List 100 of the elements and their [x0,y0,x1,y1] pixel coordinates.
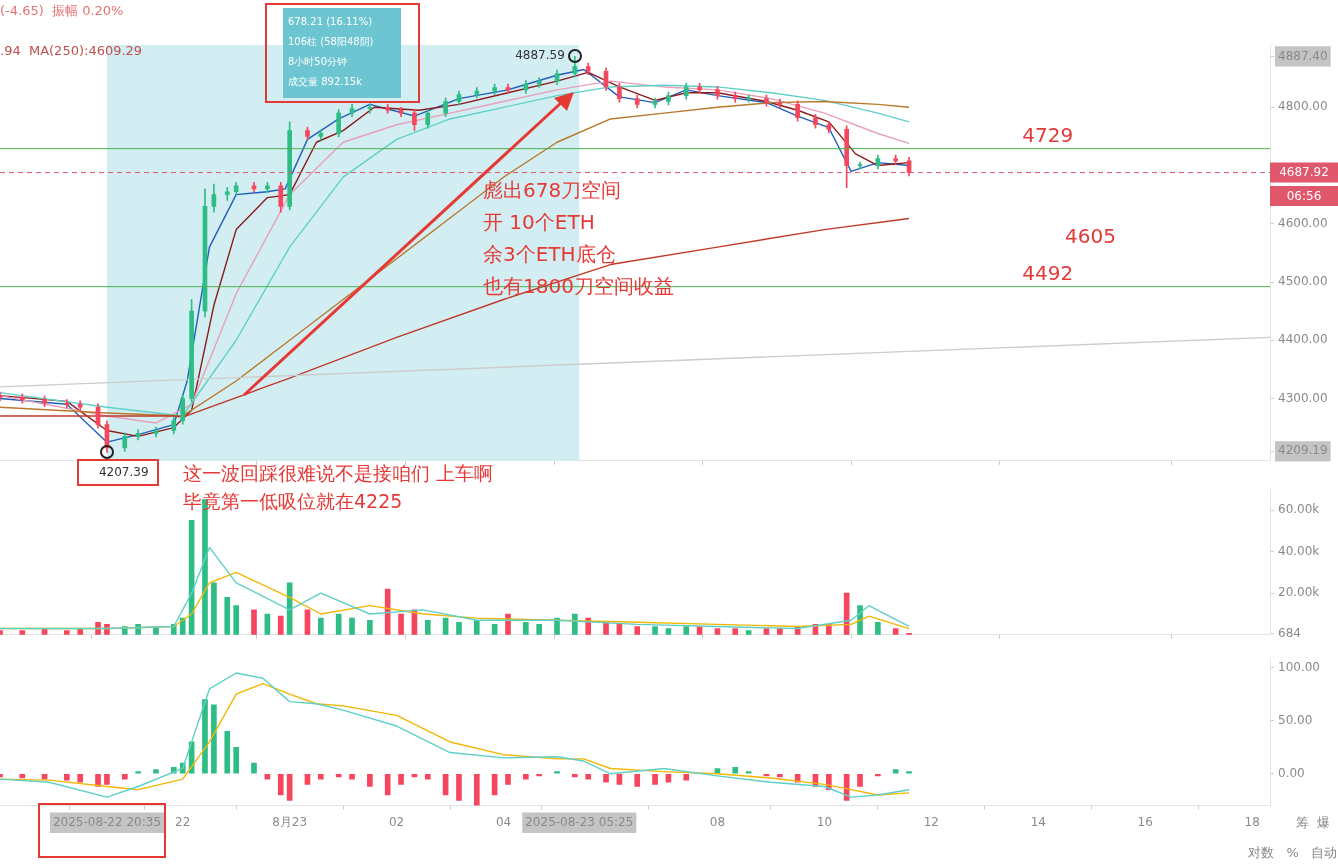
bar [251,762,257,774]
candlestick [367,103,373,114]
y-tick-label: 4887.40 [1278,48,1328,63]
y-tick-label: 4500.00 [1278,274,1328,289]
bar [473,619,480,635]
bar [233,605,240,635]
text: 筹 爆 [1296,814,1331,832]
bar [473,773,480,806]
bar [554,617,560,635]
bar [732,628,739,635]
bar [505,773,511,785]
bar [892,769,899,774]
x-tick-label: 22 [175,814,191,829]
y-tick-label: 100.00 [1278,659,1320,674]
bar [634,626,641,635]
x-tick-label: 08 [709,814,726,829]
bar [277,615,284,635]
y-tick-label: 0.00 [1278,765,1305,780]
bar [95,773,101,787]
y-tick-label: 40.00k [1278,543,1320,558]
bar [179,617,186,635]
bar [536,624,543,635]
bar [398,773,404,785]
bar [745,771,752,774]
bar [424,773,431,780]
x-tick-label: 02 [388,814,405,829]
x-tick-label: 14 [1030,814,1046,829]
bar [857,773,863,787]
bar [683,773,690,781]
bar [224,597,231,635]
bar [875,621,881,635]
bar [384,588,391,635]
x-tick-label: 2025-08-23 05:25 [525,814,634,829]
bar [384,773,391,796]
bar [572,613,578,635]
bar [211,582,217,635]
bar [523,773,529,780]
y-tick-label: 4300.00 [1278,390,1328,405]
bar [135,771,141,774]
ref-line-label: 4492 [1022,260,1074,285]
bar [652,773,658,785]
bar [875,773,881,777]
bar [523,621,529,635]
text: 06:56 [1270,186,1338,206]
bar [304,773,311,785]
annotation: 4887.59 [515,47,565,65]
y-tick-label: 50.00 [1278,712,1313,727]
bar [367,619,373,635]
x-tick-label: 16 [1137,814,1153,829]
bar [77,773,84,783]
bar [906,771,912,774]
bar [572,773,578,778]
annotation: 开 10个ETH [483,209,595,236]
bar [318,773,324,780]
y-tick-label: 60.00k [1278,502,1320,517]
x-tick-label: 04 [495,814,512,829]
bar [892,628,899,635]
bar [603,773,609,783]
annotation: 成交量 892.15k [288,75,363,89]
y-tick-label: 20.00k [1278,585,1320,600]
bar [398,613,404,635]
bar [634,773,641,787]
annotation: 毕竟第一低吸位就在4225 [183,489,403,514]
bar [104,773,110,785]
annotation: 106柱 (58阳48阴) [288,35,375,49]
annotation: 余3个ETH底仓 [483,241,616,268]
bar [683,626,690,635]
bar [318,617,324,635]
bar [277,773,284,796]
text: 对数 % 自动 [1248,844,1338,862]
y-tick-label: 4800.00 [1278,99,1328,114]
bar [202,699,208,774]
info-panel: 678.21 (16.11%) 106柱 (58阳48阴) 8小时50分钟 成交量 892.15k [283,8,401,98]
bar [616,773,623,785]
y-tick-label: 4600.00 [1278,215,1328,230]
bar [64,773,70,781]
x-tick-label: 12 [923,814,939,829]
bar [585,773,592,780]
bar [95,621,101,635]
bar [349,617,355,635]
y-tick-label: 684 [1278,625,1301,640]
y-tick-label: 4209.19 [1278,443,1328,458]
annotation: 4207.39 [76,459,159,487]
x-tick-label: 8月23 [272,814,308,829]
bar [536,773,543,777]
bar [554,771,560,774]
bar [367,773,373,787]
text: 这一波回踩很难说不是接咱们 上车啊 [183,461,494,486]
bar [19,773,26,779]
ref-line-label: 4687.92 [1279,164,1329,179]
bar [251,609,257,635]
bar [64,630,70,635]
bar [121,773,128,780]
bar [233,746,240,774]
x-tick-label: 18 [1244,814,1260,829]
bar [652,626,658,635]
bar [732,767,739,774]
bar [349,773,355,780]
ref-line-label: 4729 [1022,122,1074,147]
bar [224,731,231,774]
